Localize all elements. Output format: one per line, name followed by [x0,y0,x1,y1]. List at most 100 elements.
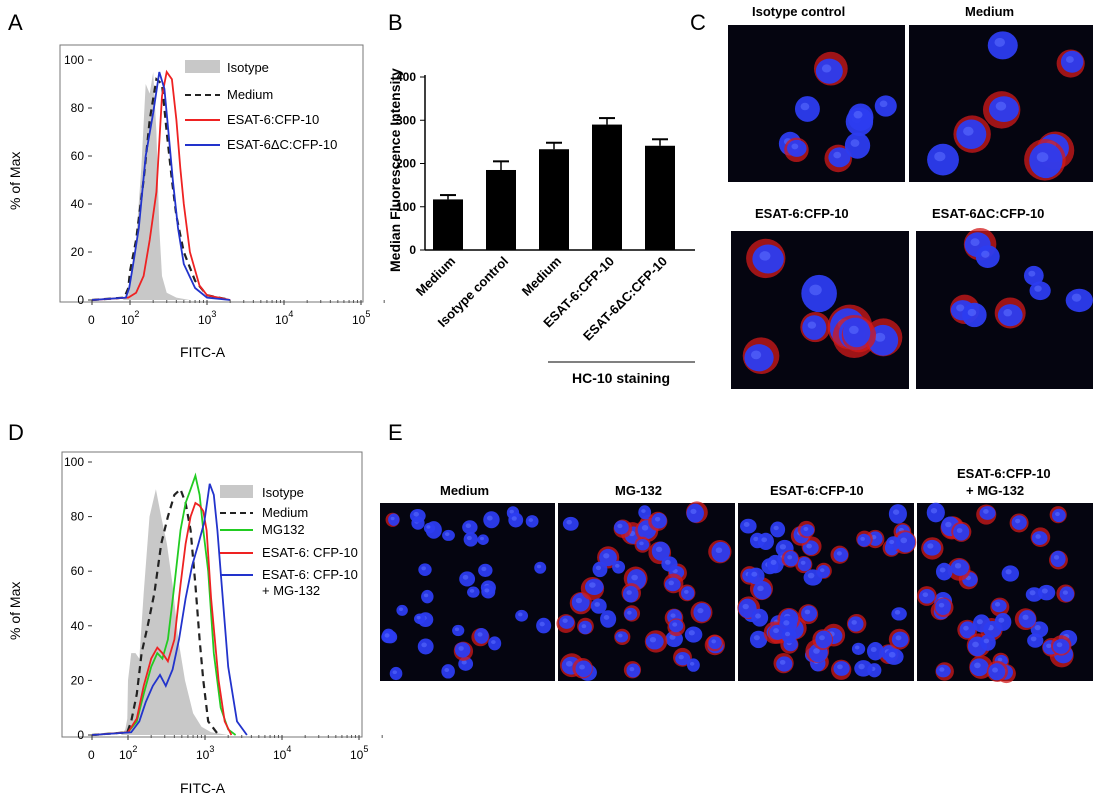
y-tick-label: 100 [64,53,84,67]
nucleus-highlight [997,657,1003,662]
nucleus-highlight [813,648,820,654]
nucleus-highlight [963,126,974,136]
panel-e-title-esat-mg132-line2: + MG-132 [966,483,1024,498]
image-esat-dc [916,228,1093,389]
y-tick-label: 100 [396,200,416,214]
panel-e-label: E [388,420,403,445]
nucleus-highlight [967,308,977,317]
nucleus-highlight [1022,614,1029,620]
nucleus-highlight [575,597,583,604]
nucleus-highlight [761,537,768,543]
nucleus-highlight [836,551,842,556]
nucleus-highlight [581,624,587,629]
panel-c-label: C [690,10,706,35]
panel-a-y-ticks: 0 20 40 60 80 100 [64,53,92,307]
nucleus-highlight [421,566,427,571]
bar [486,169,516,250]
nucleus-highlight [1046,643,1052,649]
nucleus-highlight [486,515,493,521]
category-label: Medium [519,254,564,299]
nucleus-highlight [684,589,689,594]
panel-b-y-axis-label: Median Fluorescence Intensity [387,68,403,272]
nucleus-highlight [779,544,787,550]
nucleus-highlight [1062,590,1068,595]
nucleus-highlight [895,635,902,641]
nucleus-highlight [927,543,934,549]
nucleus-highlight [930,508,938,514]
y-tick-label: 20 [71,245,85,259]
nucleus-highlight [589,582,596,588]
nucleus-highlight [779,659,786,665]
nucleus-highlight [641,509,646,513]
nucleus-highlight [1034,625,1041,631]
nucleus-highlight [983,638,990,644]
nucleus-highlight [791,143,799,150]
legend-label-esat: ESAT-6:CFP-10 [227,112,319,127]
nucleus-highlight [615,563,620,568]
nucleus-highlight [423,593,429,598]
nucleus-highlight [566,519,572,525]
nucleus-highlight [649,636,657,643]
nucleus-highlight [809,284,822,296]
nucleus-highlight [477,632,483,637]
nucleus-highlight [974,662,981,669]
nucleus-highlight [398,607,403,611]
nucleus-highlight [539,621,545,627]
legend-label-isotype: Isotype [262,485,304,500]
panel-a-y-axis-label: % of Max [7,152,23,210]
panel-c-images [728,25,1093,389]
x-tick-exponent: 4 [286,744,291,754]
y-tick-label: 0 [77,728,84,742]
nucleus-highlight [509,509,514,514]
nucleus-highlight [934,151,946,162]
nucleus-highlight [603,553,610,559]
nucleus-highlight [536,564,542,569]
nucleus-highlight [413,511,419,517]
nucleus-highlight [963,625,969,631]
nucleus-highlight [803,526,809,532]
panel-a-x-axis-label: FITC-A [180,344,226,360]
nucleus-highlight [469,589,475,593]
x-tick-exponent: 5 [363,744,368,754]
nucleus-highlight [787,555,793,560]
nucleus-highlight [783,620,790,626]
series-esat-6-c-cfp-10-line [91,71,231,301]
bar [645,145,675,250]
nucleus-highlight [755,613,762,619]
nucleus-highlight [603,614,610,620]
nucleus-highlight [595,565,602,571]
nucleus-highlight [594,602,600,607]
x-tick-label: 0 [88,748,95,762]
panel-e-title-medium: Medium [440,483,489,498]
y-tick-label: 300 [396,113,416,127]
y-tick-label: 80 [71,510,85,524]
series-isotype-area [92,489,229,735]
nucleus-highlight [806,543,812,549]
x-tick-label: 104 [273,744,291,762]
nucleus-highlight [626,590,632,595]
nucleus-highlight [743,521,750,527]
nucleus-highlight [458,646,464,651]
nucleus-highlight [480,536,484,541]
x-tick-label: 102 [119,744,137,762]
nucleus-highlight [462,574,469,580]
x-tick-exponent: 2 [134,309,139,319]
nucleus-highlight [484,588,490,593]
nucleus-highlight [528,518,534,522]
nucleus-highlight [850,139,860,147]
panel-a-legend: Isotype Medium ESAT-6:CFP-10 ESAT-6ΔC:CF… [185,60,337,152]
nucleus-highlight [697,608,704,614]
nucleus-highlight [956,304,965,312]
nucleus-highlight [672,622,678,627]
panel-a-plot-frame [59,44,364,303]
nucleus-highlight [804,609,811,615]
nucleus-highlight [444,667,450,673]
nucleus-highlight [631,574,638,581]
nucleus-highlight [1035,534,1041,539]
nucleus-highlight [1003,308,1013,317]
panel-c-title-isotype: Isotype control [752,4,845,19]
legend-label-esat-mg132-line1: ESAT-6: CFP-10 [262,567,358,582]
